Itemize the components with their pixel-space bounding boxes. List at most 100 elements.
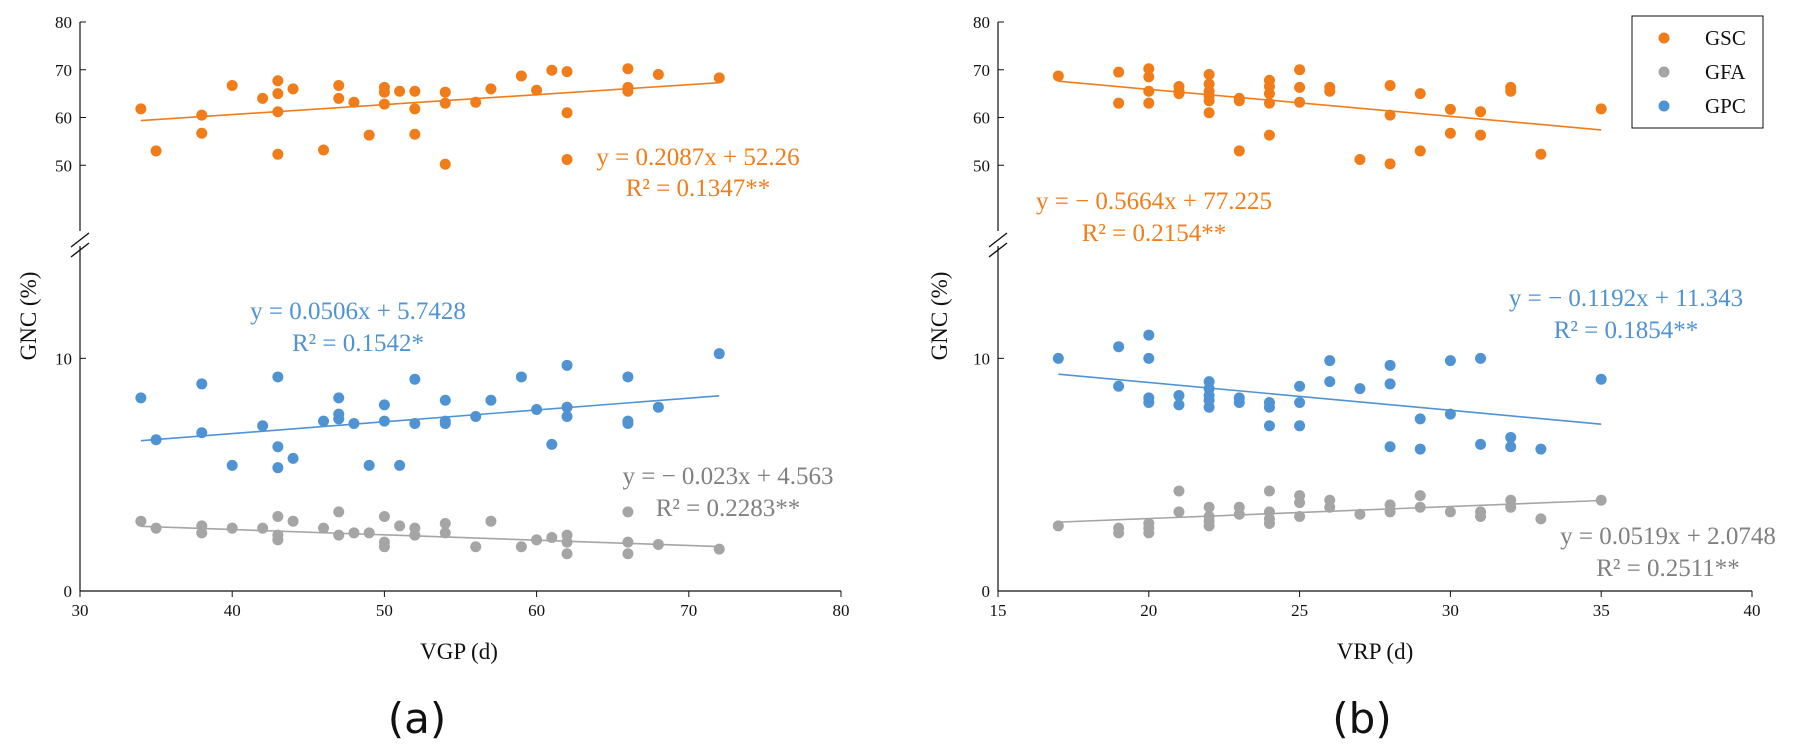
panel-a-point-gsc (622, 63, 634, 75)
panel-a-point-gpc (318, 415, 330, 427)
panel-b-point-gsc (1294, 64, 1306, 76)
panel-a-x-tick-label: 80 (833, 601, 850, 620)
panel-a-point-gfa (135, 515, 147, 527)
panel-a-point-gfa (622, 506, 634, 518)
panel-b-point-gfa (1173, 506, 1185, 518)
panel-b-point-gsc (1475, 106, 1487, 118)
panel-b-point-gsc (1595, 103, 1607, 115)
panel-b-point-gpc (1444, 408, 1456, 420)
panel-b-point-gfa (1203, 515, 1215, 527)
panel-b-point-gsc (1143, 63, 1155, 75)
panel-a-trendline-gsc (140, 81, 720, 122)
panel-a-point-gfa (318, 522, 330, 534)
panel-a-point-gpc (378, 399, 390, 411)
panel-b-y-tick-label: 0 (982, 582, 991, 601)
panel-b-point-gpc (1595, 373, 1607, 385)
panel-a-x-tick-label: 70 (680, 601, 697, 620)
panel-a-point-gfa (622, 548, 634, 560)
panel-b-point-gsc (1143, 97, 1155, 109)
panel-a-point-gfa (257, 522, 269, 534)
panel-a-point-gsc (318, 144, 330, 156)
panel-a-point-gfa (470, 541, 482, 553)
panel-a-point-gsc (196, 109, 208, 121)
panel-b-y-tick-label: 60 (973, 109, 990, 128)
panel-a-point-gfa (196, 527, 208, 539)
legend-marker-gpc (1658, 100, 1670, 112)
panel-a-point-gpc (561, 359, 573, 371)
legend-marker-gfa (1658, 66, 1670, 78)
panel-b-x-tick-label: 40 (1744, 601, 1761, 620)
panel-a-point-gsc (622, 81, 634, 93)
panel-a-point-gsc (531, 84, 543, 96)
panel-b-point-gpc (1324, 376, 1336, 388)
panel-b-point-gpc (1143, 329, 1155, 341)
panel-a-point-gfa (378, 541, 390, 553)
panel-b-trendline-gfa (1058, 499, 1602, 523)
panel-a-label: (a) (388, 694, 447, 743)
panel-a-point-gpc (652, 401, 664, 413)
panel-a-point-gsc (546, 64, 558, 76)
panel-b-point-gpc (1173, 399, 1185, 411)
legend-box (1631, 15, 1764, 129)
panel-b-point-gfa (1475, 511, 1487, 523)
legend-label-gfa: GFA (1705, 60, 1746, 84)
panel-b-point-gsc (1143, 71, 1155, 83)
panel-b-point-gfa (1143, 527, 1155, 539)
panel-a-equation-gpc: y = 0.0506x + 5.7428 (250, 298, 466, 325)
panel-a-x-tick-label: 30 (72, 601, 89, 620)
panel-b-point-gpc (1143, 397, 1155, 409)
panel-a-point-gfa (439, 527, 451, 539)
panel-b-point-gpc (1535, 443, 1547, 455)
panel-b-marks (1052, 63, 1607, 539)
panel-b-axis-break-mark (988, 232, 1008, 248)
panel-b-point-gsc (1113, 66, 1125, 78)
legend-label-gpc: GPC (1705, 94, 1746, 118)
panel-a-y-tick-label: 60 (55, 109, 72, 128)
panel-a-y-tick-label: 0 (64, 582, 73, 601)
panel-b-point-gpc (1143, 352, 1155, 364)
panel-a-point-gsc (561, 154, 573, 166)
panel-a-point-gfa (348, 527, 360, 539)
panel-b-point-gsc (1294, 81, 1306, 93)
panel-b-point-gfa (1294, 497, 1306, 509)
panel-a-r2-gpc: R² = 0.1542* (292, 330, 424, 357)
panel-b-point-gpc (1324, 355, 1336, 367)
panel-a-point-gpc (272, 371, 284, 383)
panel-a-point-gfa (150, 522, 162, 534)
panel-a-point-gsc (333, 92, 345, 104)
panel-a-point-gpc (135, 392, 147, 404)
panel-a-point-gpc (561, 411, 573, 422)
panel-a-point-gpc (272, 462, 284, 474)
panel-b-trendline-gsc (1058, 80, 1602, 131)
panel-a-point-gsc (272, 88, 284, 100)
panel-b-x-axis-label: VRP (d) (1337, 639, 1413, 664)
panel-b: 15 20 25 30 35 40 0 10 50 60 70 80 y = − 0.5664x + … (927, 13, 1776, 743)
panel-b-point-gsc (1113, 97, 1125, 109)
panel-b-point-gpc (1354, 383, 1366, 395)
panel-b-point-gfa (1535, 513, 1547, 525)
panel-b-equation-gpc: y = − 0.1192x + 11.343 (1509, 285, 1743, 312)
panel-a-r2-gfa: R² = 0.2283** (656, 495, 801, 522)
panel-b-x-tick-label: 25 (1291, 601, 1308, 620)
panel-b-point-gsc (1384, 109, 1396, 121)
panel-a-point-gfa (485, 515, 497, 527)
panel-a-trendline-gpc (140, 394, 720, 442)
panel-a-point-gsc (287, 83, 299, 95)
panel-a-point-gfa (439, 518, 451, 530)
panel-a-equation-gsc: y = 0.2087x + 52.26 (596, 144, 799, 171)
panel-a-point-gfa (333, 529, 345, 541)
panel-a-point-gsc (439, 97, 451, 109)
panel-a-point-gsc (272, 148, 284, 160)
panel-b-r2-gpc: R² = 0.1854** (1554, 317, 1699, 344)
panel-b-point-gsc (1143, 85, 1155, 97)
panel-b-point-gpc (1384, 359, 1396, 371)
panel-a-point-gpc (333, 392, 345, 404)
panel-a-point-gpc (485, 394, 497, 406)
panel-a-x-tick-label: 60 (528, 601, 545, 620)
panel-b-point-gpc (1233, 397, 1245, 409)
panel-a-point-gpc (470, 411, 482, 422)
panel-b-point-gsc (1052, 70, 1064, 82)
panel-a-r2-gsc: R² = 0.1347** (626, 175, 771, 202)
panel-b-point-gsc (1414, 145, 1426, 157)
